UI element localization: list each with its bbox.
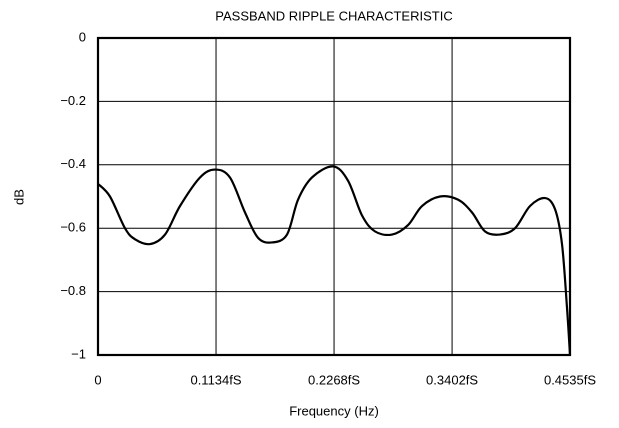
y-tick-label: −0.4 xyxy=(60,156,86,171)
x-tick-label: 0 xyxy=(94,372,101,387)
y-tick-label: −0.6 xyxy=(60,220,86,235)
y-tick-label: −0.2 xyxy=(60,93,86,108)
x-tick-label: 0.4535fS xyxy=(544,372,596,387)
x-axis-label: Frequency (Hz) xyxy=(289,403,379,418)
y-tick-label: −0.8 xyxy=(60,283,86,298)
y-tick-label: −1 xyxy=(71,346,86,361)
y-axis-label: dB xyxy=(11,189,26,205)
x-tick-label: 0.3402fS xyxy=(426,372,478,387)
chart-title: PASSBAND RIPPLE CHARACTERISTIC xyxy=(215,8,452,23)
plot-frame xyxy=(96,36,572,357)
line-series xyxy=(97,165,572,356)
x-tick-label: 0.1134fS xyxy=(190,372,241,387)
y-tick-label: 0 xyxy=(79,29,86,44)
x-tick-label: 0.2268fS xyxy=(308,372,360,387)
